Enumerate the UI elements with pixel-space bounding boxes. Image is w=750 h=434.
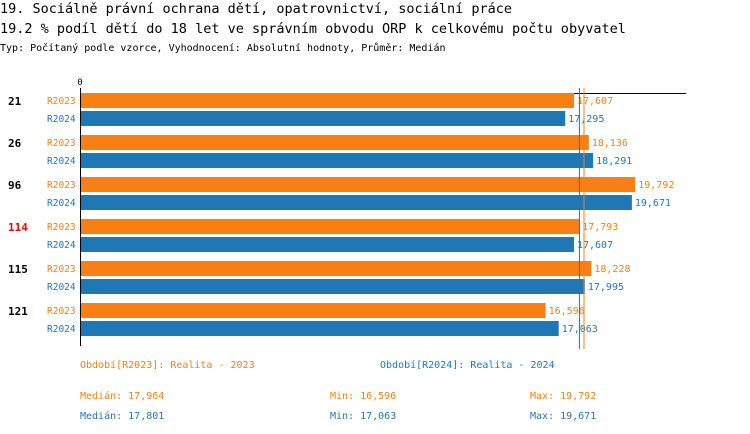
legend-r2023-median: Medián: 17,964 — [80, 391, 165, 402]
series-label: R2023 — [47, 306, 76, 317]
bar-r2023 — [81, 219, 580, 234]
series-label: R2024 — [47, 198, 76, 209]
data-label: 17,995 — [588, 282, 624, 293]
series-label: R2024 — [47, 324, 76, 335]
bar-r2024 — [81, 237, 574, 252]
legend-r2023-max: Max: 19,792 — [530, 391, 597, 402]
bar-r2024 — [81, 153, 594, 168]
data-label: 19,792 — [638, 180, 674, 191]
category-label: 121 — [8, 305, 28, 318]
legend-r2024-period: Období[R2024]: Realita - 2024 — [380, 360, 555, 371]
category-label: 26 — [8, 137, 22, 150]
chart-subtitle-title: 19.2 % podíl dětí do 18 let ve správním … — [0, 21, 626, 37]
legend-r2024-max: Max: 19,671 — [530, 411, 597, 422]
series-label: R2024 — [47, 156, 76, 167]
data-label: 18,228 — [594, 264, 630, 275]
data-label: 17,793 — [582, 222, 618, 233]
series-label: R2023 — [47, 96, 76, 107]
series-label: R2023 — [47, 264, 76, 275]
series-label: R2023 — [47, 222, 76, 233]
bar-r2023 — [81, 177, 636, 192]
bar-r2023 — [81, 135, 589, 150]
legend-r2023-min: Min: 16,596 — [330, 391, 397, 402]
category-label: 96 — [8, 179, 22, 192]
bar-r2023 — [81, 303, 546, 318]
legend-r2024-min: Min: 17,063 — [330, 411, 397, 422]
chart-title: 19. Sociálně právní ochrana dětí, opatro… — [0, 1, 513, 17]
data-label: 17,295 — [568, 114, 604, 125]
data-label: 17,607 — [577, 240, 613, 251]
bar-r2023 — [81, 93, 574, 108]
category-label: 115 — [8, 263, 28, 276]
legend-r2023-period: Období[R2023]: Realita - 2023 — [80, 360, 255, 371]
data-label: 17,607 — [577, 96, 613, 107]
data-label: 16,596 — [549, 306, 585, 317]
legend-r2024-median: Medián: 17,801 — [80, 411, 165, 422]
data-label: 19,671 — [635, 198, 671, 209]
series-label: R2024 — [47, 240, 76, 251]
data-label: 18,291 — [596, 156, 632, 167]
series-label: R2023 — [47, 180, 76, 191]
data-label: 18,136 — [592, 138, 628, 149]
series-label: R2024 — [47, 114, 76, 125]
category-label: 21 — [8, 95, 22, 108]
series-label: R2023 — [47, 138, 76, 149]
bar-r2024 — [81, 321, 559, 336]
bar-r2024 — [81, 111, 566, 126]
series-label: R2024 — [47, 282, 76, 293]
axis-zero-label: 0 — [77, 78, 82, 88]
bar-r2023 — [81, 261, 592, 276]
bar-r2024 — [81, 279, 585, 294]
bar-r2024 — [81, 195, 632, 210]
chart-type-info: Typ: Počítaný podle vzorce, Vyhodnocení:… — [0, 43, 446, 54]
category-label: 114 — [8, 221, 28, 234]
